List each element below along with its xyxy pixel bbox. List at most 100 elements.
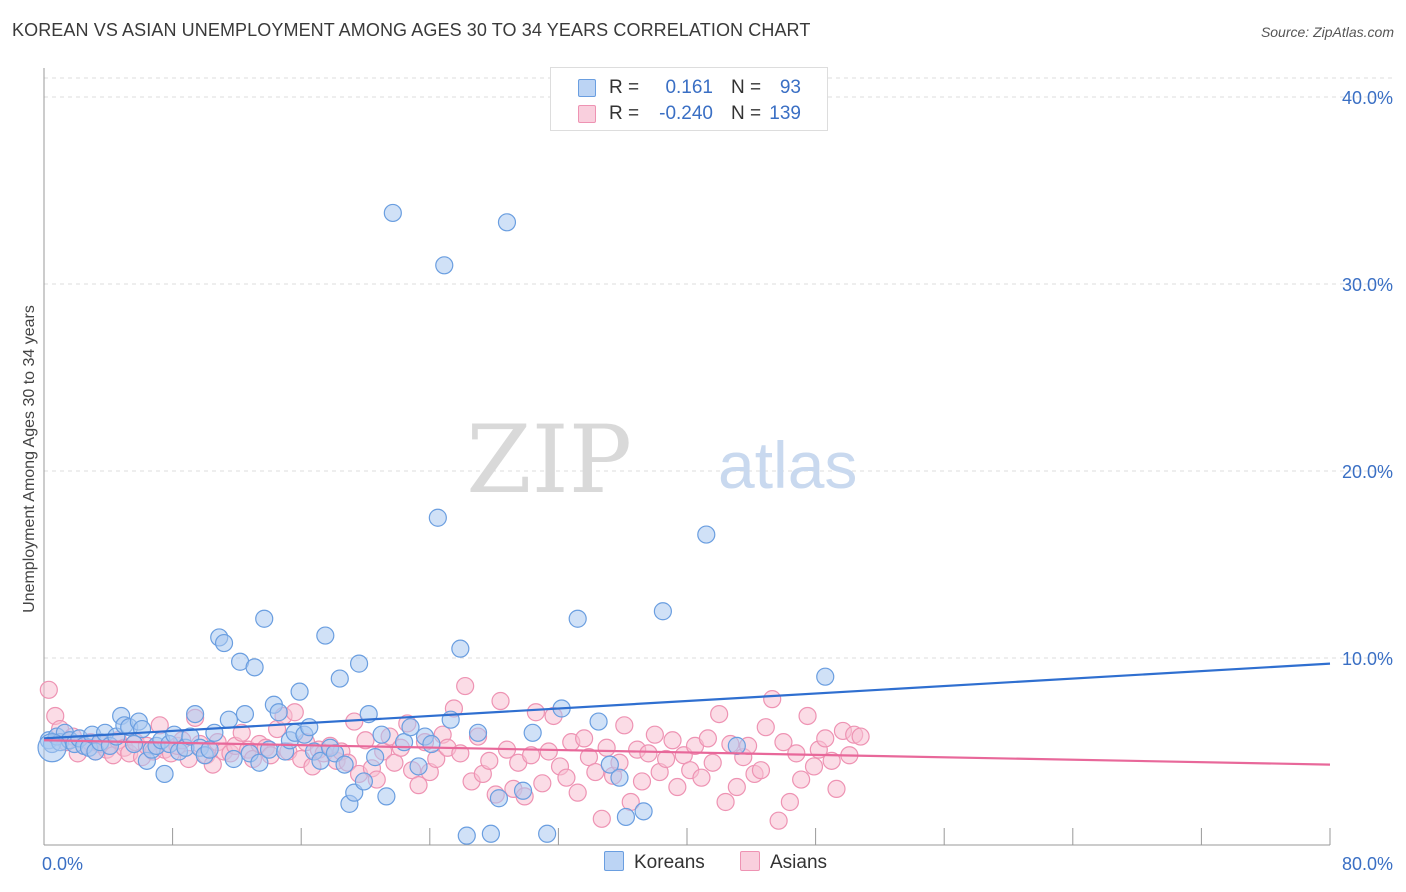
watermark: ZIP atlas	[466, 406, 857, 515]
koreans-point	[214, 633, 234, 653]
legend-row-asians: R = -0.240 N = 139	[551, 101, 827, 127]
asians-point	[804, 757, 824, 776]
asians-point	[692, 768, 711, 787]
koreans-point	[489, 789, 509, 808]
y-tick-label: 30.0%	[1342, 275, 1393, 295]
asians-point	[597, 738, 616, 757]
asians-point	[385, 753, 404, 772]
koreans-point	[451, 639, 470, 658]
asians-point	[698, 729, 717, 748]
trend-lines	[43, 662, 1331, 766]
asians-r-value: -0.240	[659, 103, 713, 124]
koreans-point	[330, 669, 349, 688]
asians-swatch	[578, 105, 596, 123]
koreans-point	[224, 749, 243, 769]
asians-point	[710, 704, 729, 724]
koreans-point	[255, 609, 274, 628]
koreans-point	[616, 807, 636, 827]
koreans-point	[589, 712, 608, 731]
koreans-point	[497, 213, 517, 232]
asians-point	[356, 731, 375, 750]
watermark-zip: ZIP	[466, 406, 632, 515]
koreans-point	[377, 787, 396, 806]
asians-point	[480, 751, 499, 770]
koreans-point	[132, 719, 152, 739]
asians-point	[533, 774, 552, 793]
tick-labels: 10.0% 20.0% 30.0% 40.0% 0.0% 80.0%	[42, 88, 1393, 874]
axes	[43, 68, 1331, 846]
asians-point	[39, 680, 58, 699]
asians-point	[579, 748, 599, 767]
asians-point	[763, 690, 782, 709]
koreans-legend-label: Koreans	[634, 852, 705, 873]
x-tick-label: 0.0%	[42, 854, 83, 874]
source-label: Source: ZipAtlas.com	[1260, 24, 1394, 40]
asians-r-label: R =	[609, 103, 640, 124]
koreans-point	[481, 824, 500, 843]
asians-point	[703, 753, 722, 772]
asians-point	[668, 777, 687, 797]
asians-point	[774, 733, 793, 752]
watermark-atlas: atlas	[718, 428, 857, 502]
koreans-point	[513, 781, 533, 800]
asians-point	[792, 770, 811, 789]
chart-title: KOREAN VS ASIAN UNEMPLOYMENT AMONG AGES …	[12, 20, 811, 40]
legend-item-asians[interactable]: Asians	[740, 851, 827, 874]
correlation-legend: R = 0.161 N = 93 R = -0.240 N = 139	[550, 67, 828, 131]
asians-n-label: N =	[731, 103, 762, 124]
asians-legend-swatch	[740, 851, 760, 871]
koreans-point	[155, 764, 174, 784]
x-tick-label: 80.0%	[1342, 854, 1393, 874]
asians-point	[727, 777, 746, 797]
koreans-r-label: R =	[609, 77, 640, 98]
koreans-point	[383, 203, 402, 223]
asians-point	[639, 744, 658, 763]
koreans-n-value: 93	[779, 77, 801, 98]
koreans-point	[538, 824, 557, 843]
koreans-swatch	[578, 79, 596, 97]
koreans-point	[409, 757, 428, 776]
asians-point	[285, 703, 304, 722]
koreans-point	[523, 723, 542, 742]
koreans-point	[372, 725, 391, 744]
asians-point	[592, 809, 611, 828]
koreans-point	[468, 723, 488, 742]
asians-point	[769, 811, 788, 830]
asians-point	[491, 691, 510, 711]
koreans-point	[300, 718, 319, 737]
asians-point	[526, 703, 545, 722]
asians-point	[851, 727, 870, 746]
koreans-point	[634, 802, 653, 821]
asians-point	[557, 768, 576, 787]
asians-point	[568, 783, 587, 802]
asians-point	[575, 729, 594, 748]
asians-point	[780, 792, 799, 812]
koreans-point	[349, 654, 369, 673]
asians-legend-label: Asians	[770, 852, 828, 873]
koreans-point	[653, 602, 672, 621]
koreans-point	[610, 768, 629, 787]
koreans-point	[727, 736, 746, 755]
asians-point	[827, 779, 846, 799]
koreans-point	[816, 667, 835, 686]
koreans-point	[354, 772, 373, 791]
legend-item-koreans[interactable]: Koreans	[604, 851, 705, 874]
koreans-point	[457, 826, 476, 845]
koreans-point	[245, 658, 264, 677]
koreans-point	[366, 748, 385, 767]
grid-lines	[44, 77, 1392, 659]
asians-point	[716, 792, 735, 812]
koreans-point	[219, 710, 238, 729]
koreans-point	[269, 703, 288, 722]
asians-point	[409, 776, 428, 795]
y-tick-label: 10.0%	[1342, 649, 1393, 669]
asians-point	[456, 676, 475, 696]
koreans-point	[200, 740, 219, 759]
koreans-legend-swatch	[604, 851, 624, 871]
asians-point	[521, 746, 541, 765]
asians-point	[822, 751, 841, 770]
asians-point	[232, 723, 251, 742]
asians-point	[663, 731, 682, 750]
koreans-r-value: 0.161	[665, 77, 713, 98]
y-tick-label: 20.0%	[1342, 462, 1393, 482]
